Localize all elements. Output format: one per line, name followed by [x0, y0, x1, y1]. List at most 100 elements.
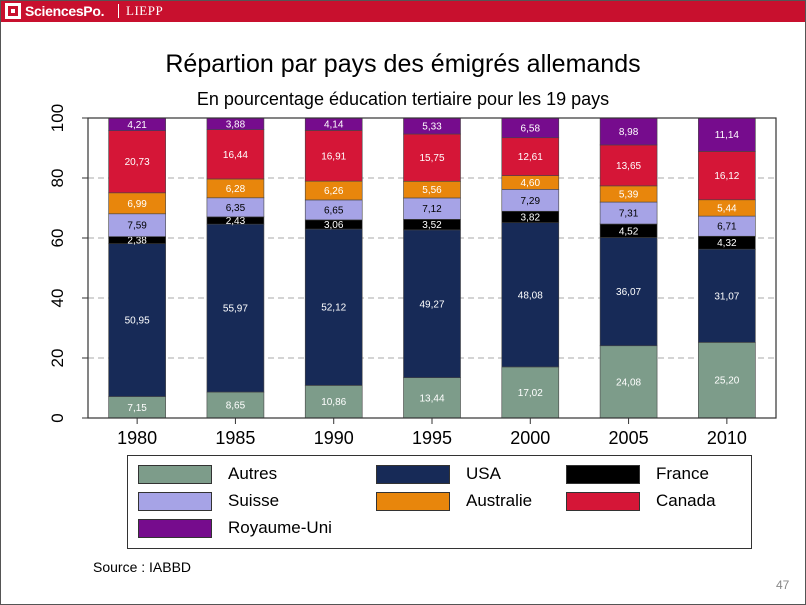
data-label: 8,65 [226, 401, 246, 412]
data-label: 3,06 [324, 220, 344, 231]
legend-item-autres: Autres [138, 464, 277, 484]
bar-segment-canada-1990 [304, 130, 363, 182]
bar-segment-usa-2005 [599, 237, 658, 347]
bar-segment-canada-2000 [501, 137, 560, 176]
data-label: 52,12 [321, 303, 346, 314]
chart-subtitle: En pourcentage éducation tertiaire pour … [196, 89, 610, 109]
bar-segment-autres-2005 [599, 345, 658, 419]
logo-text: SciencesPo. [25, 3, 105, 19]
lab-name: LIEPP [126, 3, 164, 18]
data-label: 31,07 [714, 291, 739, 302]
data-label: 6,65 [324, 205, 344, 216]
bar-segment-autres-2010 [698, 342, 756, 419]
legend-item-suisse: Suisse [138, 491, 279, 511]
legend-swatch [138, 464, 212, 484]
legend-swatch [566, 491, 640, 511]
legend-swatch [566, 464, 640, 484]
data-label: 7,31 [619, 209, 639, 220]
data-label: 5,39 [619, 189, 639, 200]
legend-swatch [376, 464, 450, 484]
legend-item-canada: Canada [566, 491, 716, 511]
chart-legend: Autres USA France Suisse Australie Canada Roya… [127, 455, 752, 549]
data-label: 4,21 [127, 120, 147, 131]
data-label: 5,44 [717, 203, 737, 214]
data-label: 3,52 [422, 220, 442, 231]
bar-segment-usa-2010 [698, 248, 756, 343]
data-label: 20,73 [125, 157, 150, 168]
data-label: 49,27 [419, 299, 444, 310]
y-tick-label: 60 [48, 229, 67, 248]
legend-item-australie: Australie [376, 491, 532, 511]
chart-title: Répartion par pays des émigrés allemands [165, 50, 641, 78]
legend-item-usa: USA [376, 464, 501, 484]
data-label: 2,43 [226, 216, 246, 227]
y-tick-label: 80 [48, 169, 67, 188]
x-tick-label: 2000 [510, 428, 550, 448]
data-label: 12,61 [518, 152, 543, 163]
bar-segment-canada-2005 [599, 144, 658, 187]
legend-swatch [138, 491, 212, 511]
data-label: 13,44 [419, 393, 444, 404]
legend-label: Royaume-Uni [228, 518, 332, 537]
legend-label: France [656, 464, 709, 483]
data-label: 6,58 [521, 123, 541, 134]
bar-segment-canada-2010 [698, 151, 756, 201]
header-divider [118, 4, 119, 18]
bar-segment-usa-1995 [403, 229, 461, 378]
bar-segment-canada-1985 [206, 129, 265, 180]
data-label: 36,07 [616, 287, 641, 298]
legend-item-france: France [566, 464, 709, 484]
data-label: 7,29 [521, 196, 541, 207]
bar-segment-usa-2000 [501, 222, 560, 368]
y-tick-label: 100 [48, 104, 67, 132]
legend-label: USA [466, 464, 501, 483]
legend-label: Autres [228, 464, 278, 483]
bar-segment-royaume-uni-2010 [698, 117, 756, 152]
legend-label: Suisse [228, 491, 280, 510]
data-label: 6,99 [127, 199, 147, 210]
data-label: 6,71 [717, 222, 737, 233]
bar-segment-usa-1980 [108, 243, 166, 397]
data-label: 10,86 [321, 397, 346, 408]
x-tick-label: 1985 [215, 428, 255, 448]
x-tick-label: 2010 [707, 428, 747, 448]
legend-label: Australie [466, 491, 533, 510]
data-label: 7,59 [127, 221, 147, 232]
data-label: 4,60 [521, 178, 541, 189]
data-label: 16,91 [321, 151, 346, 162]
bar-segment-canada-1980 [108, 130, 166, 194]
data-label: 16,12 [714, 171, 739, 182]
data-label: 6,28 [226, 184, 246, 195]
y-tick-label: 0 [48, 413, 67, 422]
bar-segment-usa-1990 [304, 228, 363, 386]
plot-border [87, 117, 777, 419]
data-label: 15,75 [419, 153, 444, 164]
data-label: 5,33 [422, 122, 442, 133]
data-label: 4,52 [619, 226, 639, 237]
sciencespo-logo: SciencesPo. [5, 3, 105, 19]
header-bar: SciencesPo. LIEPP [0, 0, 806, 22]
page-number: 47 [776, 578, 790, 592]
data-label: 7,15 [127, 403, 147, 414]
data-label: 48,08 [518, 290, 543, 301]
x-tick-label: 1990 [314, 428, 354, 448]
data-label: 4,32 [717, 238, 737, 249]
data-label: 4,14 [324, 120, 344, 131]
data-label: 3,88 [226, 119, 246, 130]
legend-swatch [138, 518, 212, 538]
legend-item-royaume-uni: Royaume-Uni [138, 518, 332, 538]
data-label: 3,82 [521, 212, 541, 223]
x-tick-label: 1995 [412, 428, 452, 448]
legend-label: Canada [656, 491, 716, 510]
data-label: 8,98 [619, 127, 639, 138]
bar-segment-royaume-uni-2005 [599, 117, 658, 146]
x-tick-label: 2005 [609, 428, 649, 448]
data-label: 13,65 [616, 161, 641, 172]
x-tick-label: 1980 [117, 428, 157, 448]
data-label: 24,08 [616, 377, 641, 388]
data-label: 2,38 [127, 236, 147, 247]
bar-segment-usa-1985 [206, 223, 265, 393]
data-label: 6,26 [324, 186, 344, 197]
data-label: 25,20 [714, 376, 739, 387]
